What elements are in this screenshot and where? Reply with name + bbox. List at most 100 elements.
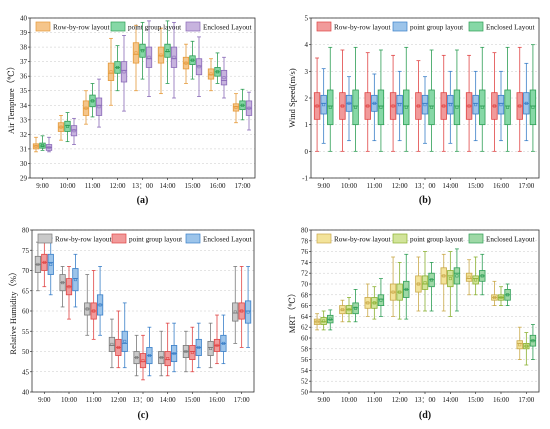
x-tick-label: 11:00 <box>366 396 382 404</box>
box-mean-marker <box>315 104 319 108</box>
legend-swatch <box>392 233 408 244</box>
box-mean-marker <box>492 295 496 299</box>
x-tick-label: 16:00 <box>493 182 509 190</box>
y-tick-label: 58 <box>301 345 309 353</box>
box-enclosed-layout-6 <box>479 253 486 296</box>
box-mean-marker <box>455 105 459 109</box>
y-tick-label: 70 <box>301 281 309 289</box>
x-tick-label: 10:00 <box>61 396 77 404</box>
box-row-by-row-layout-5 <box>440 54 447 152</box>
box-point-group-layout-3 <box>396 70 403 142</box>
box-mean-marker <box>116 345 120 349</box>
box-mean-marker <box>222 76 226 80</box>
box-row-by-row-layout-0 <box>32 136 40 153</box>
box-mean-marker <box>499 295 503 299</box>
box-body <box>170 46 178 68</box>
box-body <box>421 94 429 115</box>
panel-label: (b) <box>419 195 431 206</box>
box-mean-marker <box>85 307 89 311</box>
legend: Row-by-row layout point group layout Enclo… <box>35 21 252 32</box>
box-enclosed-layout-6 <box>479 46 486 152</box>
x-tick-label: 13：00 <box>132 182 153 190</box>
box-body <box>403 89 410 126</box>
box-mean-marker <box>347 308 351 312</box>
box-mean-marker <box>448 277 452 281</box>
y-tick-label: 62 <box>301 324 309 332</box>
y-tick-label: 78 <box>301 237 309 245</box>
box-point-group-layout-2 <box>371 73 378 142</box>
box-row-by-row-layout-6 <box>465 54 473 152</box>
box-mean-marker <box>379 105 383 109</box>
box-mean-marker <box>97 105 101 109</box>
box-body <box>479 89 486 126</box>
box-point-group-layout-3 <box>396 261 403 320</box>
box-mean-marker <box>116 65 120 69</box>
box-mean-marker <box>40 144 44 148</box>
box-mean-marker <box>123 339 127 343</box>
y-tick-label: 55 <box>22 328 30 336</box>
box-enclosed-layout-7 <box>220 56 228 99</box>
box-mean-marker <box>531 339 535 343</box>
y-tick-label: 40 <box>20 15 28 23</box>
box-body <box>352 89 359 126</box>
legend-label: point group layout <box>410 24 463 32</box>
box-point-group-layout-8 <box>238 266 245 348</box>
y-tick-label: 36 <box>20 73 28 81</box>
x-tick-label: 12:00 <box>110 182 126 190</box>
box-mean-marker <box>141 359 145 363</box>
box-mean-marker <box>216 70 220 74</box>
x-tick-label: 17:00 <box>518 396 534 404</box>
box-body <box>447 94 454 115</box>
box-body <box>472 275 479 285</box>
box-mean-marker <box>190 351 194 355</box>
x-tick-label: 15:00 <box>184 396 200 404</box>
box-mean-marker <box>448 103 452 107</box>
box-mean-marker <box>492 104 496 108</box>
box-enclosed-layout-0 <box>327 309 334 331</box>
x-tick-label: 14:00 <box>160 182 176 190</box>
box-body <box>47 253 54 275</box>
box-enclosed-layout-1 <box>352 288 359 323</box>
box-body <box>327 89 334 126</box>
legend-label: point group layout <box>129 236 182 244</box>
box-row-by-row-layout-3 <box>107 37 115 106</box>
x-tick-label: 14:00 <box>442 182 458 190</box>
box-mean-marker <box>246 310 250 314</box>
box-mean-marker <box>221 341 225 345</box>
box-body <box>145 46 153 68</box>
box-mean-marker <box>49 262 53 266</box>
box-mean-marker <box>354 105 358 109</box>
box-point-group-layout-2 <box>90 270 97 340</box>
box-enclosed-layout-4 <box>428 49 435 152</box>
box-mean-marker <box>315 320 319 324</box>
box-mean-marker <box>84 106 88 110</box>
box-body <box>70 125 78 137</box>
box-row-by-row-layout-2 <box>364 52 371 152</box>
box-enclosed-layout-8 <box>529 44 537 152</box>
box-mean-marker <box>347 101 351 105</box>
box-mean-marker <box>72 129 76 133</box>
panel-label: (c) <box>137 410 148 421</box>
box-row-by-row-layout-3 <box>389 54 397 152</box>
box-body <box>232 302 239 322</box>
x-tick-label: 16:00 <box>493 396 509 404</box>
box-point-group-layout-1 <box>64 112 71 143</box>
box-mean-marker <box>416 282 420 286</box>
y-tick-label: 52 <box>301 378 309 386</box>
x-tick-label: 12:00 <box>392 182 408 190</box>
box-point-group-layout-4 <box>139 21 146 80</box>
y-tick-label: 70 <box>22 267 30 275</box>
x-tick-label: 10:00 <box>341 182 357 190</box>
box-mean-marker <box>247 106 251 110</box>
box-mean-marker <box>328 105 332 109</box>
box-body <box>465 272 473 282</box>
panel-label: (a) <box>137 195 149 206</box>
box-point-group-layout-0 <box>39 135 46 151</box>
x-tick-label: 16:00 <box>209 396 225 404</box>
x-tick-label: 13：00 <box>415 182 436 190</box>
y-tick-label: 64 <box>301 313 309 321</box>
box-mean-marker <box>499 103 503 107</box>
box-point-group-layout-7 <box>214 52 221 84</box>
box-body <box>107 62 115 81</box>
legend-label: point group layout <box>128 24 181 32</box>
